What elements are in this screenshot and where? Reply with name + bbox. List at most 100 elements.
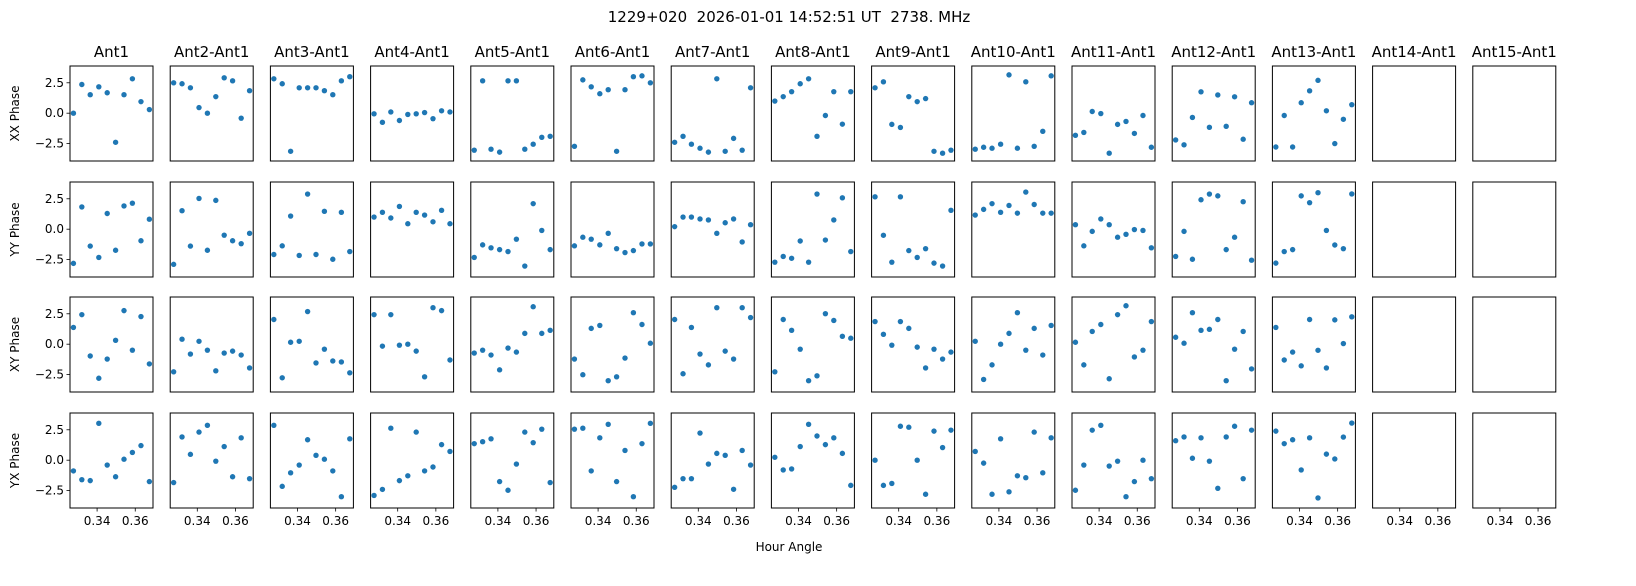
data-point bbox=[530, 200, 536, 207]
data-point bbox=[597, 242, 603, 248]
data-point bbox=[580, 425, 586, 431]
data-point bbox=[213, 368, 219, 374]
data-point bbox=[271, 76, 277, 82]
subplot-frame-xy-ant14-ant1 bbox=[1372, 296, 1457, 393]
data-point bbox=[70, 260, 77, 267]
data-point bbox=[1273, 144, 1279, 150]
data-point bbox=[588, 236, 594, 242]
data-point bbox=[1172, 334, 1179, 340]
data-point bbox=[87, 353, 93, 359]
data-point bbox=[1089, 228, 1095, 235]
data-point bbox=[1332, 317, 1338, 323]
data-point bbox=[213, 197, 219, 204]
data-point bbox=[1306, 316, 1313, 323]
data-point bbox=[505, 248, 511, 255]
subplot-frame-yx-ant5-ant1 bbox=[470, 412, 555, 509]
data-point bbox=[597, 435, 603, 441]
data-point bbox=[1048, 435, 1054, 441]
data-point bbox=[229, 348, 236, 354]
data-point bbox=[447, 448, 453, 455]
data-point bbox=[421, 109, 428, 116]
data-point bbox=[948, 427, 954, 433]
subplot-frame-yx-ant2-ant1 bbox=[169, 412, 254, 509]
data-point bbox=[1273, 260, 1279, 266]
data-point bbox=[304, 191, 311, 197]
data-point bbox=[1223, 377, 1229, 384]
data-point bbox=[146, 106, 153, 113]
subplot-frame-xx-ant10-ant1 bbox=[971, 65, 1056, 162]
y-axis-label: XX Phase bbox=[8, 85, 22, 141]
data-point bbox=[1006, 489, 1012, 495]
subplot-frame-xx-ant8-ant1 bbox=[770, 65, 855, 162]
data-point bbox=[87, 92, 93, 98]
data-point bbox=[914, 344, 920, 350]
data-point bbox=[939, 263, 946, 269]
data-point bbox=[714, 76, 720, 82]
column-title: Ant14-Ant1 bbox=[1372, 43, 1457, 61]
data-point bbox=[1231, 423, 1238, 429]
data-point bbox=[1081, 362, 1087, 368]
data-point bbox=[271, 422, 277, 428]
data-point bbox=[697, 430, 703, 436]
data-point bbox=[1048, 210, 1054, 216]
data-point bbox=[1048, 73, 1054, 79]
subplot-frame-xy-ant1 bbox=[69, 296, 154, 393]
data-point bbox=[496, 367, 503, 373]
data-point bbox=[513, 461, 520, 467]
data-point bbox=[338, 78, 345, 84]
data-point bbox=[121, 92, 127, 98]
data-point bbox=[1215, 193, 1221, 199]
data-point bbox=[438, 307, 445, 314]
data-point bbox=[906, 424, 912, 430]
subplot-frame-xy-ant5-ant1 bbox=[470, 296, 555, 393]
x-tick-label: 0.34 bbox=[885, 514, 912, 528]
data-point bbox=[1089, 328, 1095, 335]
data-point bbox=[788, 255, 795, 261]
data-point bbox=[371, 111, 377, 117]
data-point bbox=[1006, 330, 1012, 337]
data-point bbox=[438, 441, 445, 448]
data-point bbox=[939, 356, 946, 362]
data-point bbox=[680, 371, 686, 377]
data-point bbox=[805, 377, 812, 384]
subplot-frame-xy-ant2-ant1 bbox=[169, 296, 254, 393]
data-point bbox=[170, 261, 177, 268]
data-point bbox=[221, 75, 227, 81]
data-point bbox=[522, 429, 528, 435]
subplot-frame-yy-ant10-ant1 bbox=[971, 181, 1056, 278]
x-tick-label: 0.34 bbox=[986, 514, 1013, 528]
data-point bbox=[780, 93, 786, 100]
subplot-frame-xx-ant2-ant1 bbox=[169, 65, 254, 162]
data-point bbox=[671, 484, 678, 491]
data-point bbox=[187, 85, 194, 91]
x-tick-label: 0.34 bbox=[1086, 514, 1113, 528]
data-point bbox=[722, 148, 728, 154]
data-point bbox=[1206, 326, 1213, 333]
data-point bbox=[1106, 221, 1112, 228]
data-point bbox=[221, 232, 227, 238]
data-point bbox=[479, 347, 486, 353]
data-point bbox=[396, 203, 403, 210]
data-point bbox=[571, 356, 578, 362]
data-point bbox=[313, 360, 319, 366]
data-point bbox=[187, 451, 194, 458]
data-point bbox=[347, 248, 353, 255]
subplot-frame-xy-ant10-ant1 bbox=[971, 296, 1056, 393]
data-point bbox=[1198, 435, 1204, 441]
data-point bbox=[613, 374, 620, 380]
x-tick-label: 0.36 bbox=[1124, 514, 1151, 528]
x-tick-label: 0.34 bbox=[84, 514, 111, 528]
data-point bbox=[1048, 322, 1054, 329]
data-point bbox=[1281, 440, 1287, 447]
data-point bbox=[1273, 428, 1279, 434]
column-title: Ant6-Ant1 bbox=[575, 43, 650, 61]
data-point bbox=[1332, 242, 1338, 248]
y-tick-label: −2.5 bbox=[35, 484, 64, 498]
data-point bbox=[1172, 137, 1179, 143]
subplot-frame-yy-ant13-ant1 bbox=[1271, 181, 1356, 278]
data-point bbox=[880, 79, 887, 85]
data-point bbox=[1172, 253, 1179, 260]
x-tick-label: 0.36 bbox=[923, 514, 950, 528]
data-point bbox=[421, 468, 428, 474]
data-point bbox=[213, 458, 219, 464]
